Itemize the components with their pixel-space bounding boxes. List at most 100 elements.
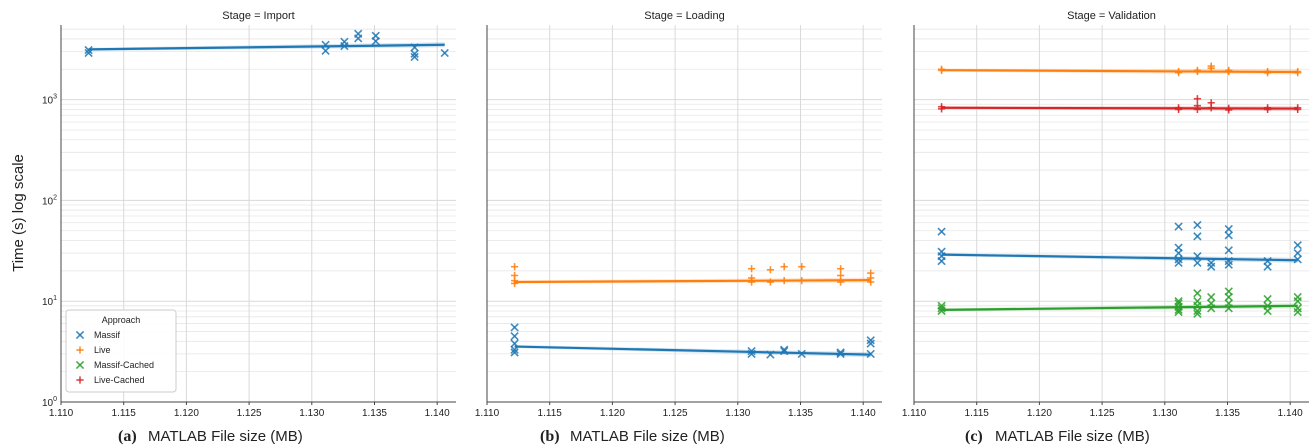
- data-point: [1207, 262, 1216, 271]
- x-tick-label: 1.130: [299, 408, 324, 419]
- data-point: [410, 49, 419, 58]
- data-point: [1193, 220, 1202, 230]
- data-point: [1263, 262, 1272, 271]
- data-point: [321, 46, 330, 55]
- x-tick-label: 1.115: [965, 408, 990, 419]
- panel-title: Stage = Import: [222, 10, 294, 22]
- legend-entry-live: Live: [76, 345, 111, 355]
- data-point: [1293, 240, 1302, 250]
- data-point: [937, 227, 946, 236]
- data-point: [1174, 222, 1183, 231]
- legend-label: Massif-Cached: [94, 360, 154, 370]
- series-massif-cached: [937, 287, 1302, 318]
- regression-line: [514, 278, 871, 284]
- regression-line: [941, 106, 1298, 110]
- y-tick-label: 102: [42, 194, 57, 207]
- data-point: [1224, 231, 1233, 240]
- x-tick-label: 1.140: [851, 408, 876, 419]
- panel-title: Stage = Validation: [1067, 10, 1156, 22]
- series-live: [510, 263, 875, 288]
- legend: Approach Massif Live Massif-Cached Live-Cach…: [65, 309, 177, 393]
- x-tick-label: 1.140: [425, 408, 450, 419]
- data-point: [867, 278, 875, 286]
- data-point: [1174, 258, 1183, 268]
- data-point: [937, 306, 946, 316]
- data-point: [84, 45, 93, 55]
- panel-2: 1.110 1.115 1.120 1.125 1.130 1.135 1.140 Stage…: [475, 10, 882, 419]
- legend-label: Massif: [94, 330, 121, 340]
- regression-line: [941, 253, 1298, 262]
- x-tick-label: 1.135: [1215, 408, 1240, 419]
- data-point: [937, 256, 946, 266]
- x-tick-label: 1.110: [902, 408, 927, 419]
- series-massif: [937, 220, 1302, 271]
- data-point: [1193, 289, 1202, 298]
- data-point: [780, 263, 788, 271]
- data-point: [1174, 307, 1183, 317]
- data-point: [1193, 258, 1202, 268]
- data-point: [1174, 248, 1183, 258]
- x-tick-label: 1.125: [1090, 408, 1115, 419]
- x-tick-label: 1.125: [663, 408, 688, 419]
- legend-label: Live-Cached: [94, 375, 145, 385]
- data-point: [1293, 248, 1302, 258]
- x-tick-label: 1.110: [49, 408, 74, 419]
- regression-line: [514, 345, 871, 356]
- series-live-cached: [937, 95, 1302, 114]
- data-point: [1224, 260, 1233, 269]
- caption-a-letter: (a): [118, 428, 137, 445]
- data-point: [371, 37, 380, 46]
- data-point: [440, 48, 449, 58]
- data-point: [1193, 95, 1201, 103]
- caption-b-letter: (b): [540, 428, 560, 445]
- data-point: [837, 265, 845, 273]
- data-point: [1293, 297, 1302, 306]
- data-point: [510, 331, 519, 341]
- data-point: [1193, 306, 1202, 316]
- data-point: [510, 263, 519, 271]
- legend-marker: [75, 330, 85, 340]
- data-point: [1263, 294, 1272, 304]
- series-massif: [84, 29, 449, 62]
- caption-c-letter: (c): [965, 428, 983, 445]
- x-tick-label: 1.115: [112, 408, 137, 419]
- data-point: [354, 34, 363, 43]
- caption-b-text: MATLAB File size (MB): [570, 428, 725, 445]
- panel-title: Stage = Loading: [644, 10, 724, 22]
- y-axis-label: Time (s) log scale: [10, 154, 27, 272]
- x-tick-label: 1.130: [1152, 408, 1177, 419]
- x-tick-label: 1.120: [1027, 408, 1052, 419]
- caption-b: (b) MATLAB File size (MB): [540, 428, 725, 445]
- y-tick-label: 101: [42, 295, 57, 308]
- x-tick-label: 1.125: [237, 408, 262, 419]
- regression-line: [941, 69, 1298, 74]
- data-point: [1207, 292, 1216, 302]
- y-tick-label: 103: [42, 94, 57, 107]
- data-point: [766, 266, 774, 274]
- x-tick-label: 1.115: [538, 408, 563, 419]
- data-point: [866, 336, 875, 345]
- legend-marker: [76, 346, 84, 354]
- legend-box: [65, 309, 177, 393]
- data-point: [1224, 246, 1233, 255]
- legend-entry-massif-cached: Massif-Cached: [75, 360, 154, 370]
- panel-3: 1.110 1.115 1.120 1.125 1.130 1.135 1.140 Stage…: [902, 10, 1309, 419]
- data-point: [84, 48, 93, 58]
- x-tick-label: 1.110: [475, 408, 500, 419]
- legend-marker: [75, 360, 85, 370]
- regression-line: [88, 43, 445, 51]
- caption-c-text: MATLAB File size (MB): [995, 428, 1150, 445]
- x-tick-label: 1.130: [725, 408, 750, 419]
- caption-a: (a) MATLAB File size (MB): [118, 428, 303, 445]
- data-point: [1224, 224, 1233, 234]
- data-point: [866, 339, 875, 348]
- data-point: [1263, 306, 1272, 316]
- legend-marker: [76, 376, 84, 384]
- data-point: [1293, 307, 1302, 317]
- data-point: [747, 278, 756, 286]
- data-point: [1193, 232, 1202, 241]
- data-point: [1193, 309, 1202, 318]
- data-point: [798, 263, 806, 271]
- x-tick-label: 1.135: [362, 408, 387, 419]
